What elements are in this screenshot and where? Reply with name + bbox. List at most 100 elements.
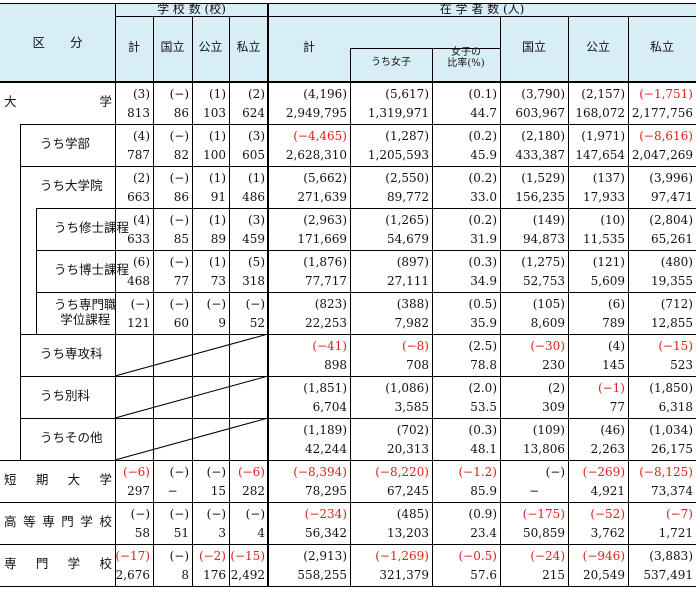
- value-cell: 35.9: [470, 316, 497, 330]
- value-cell: 20,549: [583, 568, 625, 582]
- value-cell: 77: [173, 274, 189, 288]
- row-line: [20, 166, 696, 167]
- row-label: 高等専門学校: [4, 515, 112, 529]
- change-cell: (1): [248, 171, 265, 185]
- value-cell: −: [167, 484, 178, 498]
- change-cell: (897): [396, 255, 429, 269]
- row-label-char: 学: [99, 472, 112, 487]
- change-cell: (−1,269): [375, 549, 429, 563]
- change-cell: (105): [532, 297, 565, 311]
- change-cell: (−): [130, 507, 150, 521]
- change-cell: (0.1): [468, 87, 497, 101]
- change-cell: (3,790): [521, 87, 565, 101]
- value-cell: 309: [542, 400, 565, 414]
- value-cell: 91: [210, 190, 226, 204]
- value-cell: 3: [218, 526, 226, 540]
- value-cell: 663: [127, 190, 150, 204]
- header-bottom-line: [0, 81, 696, 83]
- change-cell: (−): [206, 507, 226, 521]
- value-cell: 1,319,971: [367, 106, 429, 120]
- change-cell: (1,265): [385, 213, 429, 227]
- header-col-line: [153, 16, 154, 82]
- value-cell: 321,379: [379, 568, 429, 582]
- value-cell: 147,654: [575, 148, 625, 162]
- change-cell: (−269): [582, 465, 625, 479]
- header-col-line: [115, 3, 116, 82]
- row-line: [20, 334, 696, 335]
- students-col-header: 国立: [521, 40, 546, 54]
- value-cell: 433,387: [515, 148, 565, 162]
- value-cell: 12,855: [651, 316, 693, 330]
- row-label: うち修士課程: [54, 220, 130, 235]
- value-cell: 2,628,310: [285, 148, 347, 162]
- row-label-char: 校: [99, 514, 112, 529]
- value-cell: 94,873: [523, 232, 565, 246]
- change-cell: (137): [592, 171, 625, 185]
- value-cell: 52,753: [523, 274, 565, 288]
- students-col-header: 公立: [585, 40, 610, 54]
- change-cell: (6): [133, 255, 150, 269]
- value-cell: 77,717: [305, 274, 347, 288]
- change-cell: (−8,220): [375, 465, 429, 479]
- change-cell: (4): [133, 129, 150, 143]
- row-label: 専門学校: [4, 557, 112, 571]
- row-label-char: 高: [4, 514, 17, 529]
- header-sub-split-line: [350, 48, 500, 49]
- value-cell: 537,491: [643, 568, 693, 582]
- change-cell: (2,913): [303, 549, 347, 563]
- change-cell: (−): [130, 297, 150, 311]
- value-cell: 624: [242, 106, 265, 120]
- value-cell: 82: [173, 148, 189, 162]
- row-label-char: 大: [67, 472, 81, 487]
- change-cell: (5,662): [303, 171, 347, 185]
- value-cell: 787: [127, 148, 150, 162]
- change-cell: (1,275): [521, 255, 565, 269]
- row-label: うち博士課程: [54, 262, 130, 277]
- col-line: [115, 82, 116, 586]
- value-cell: 13,806: [523, 442, 565, 456]
- change-cell: (−): [169, 171, 189, 185]
- value-cell: 633: [127, 232, 150, 246]
- value-cell: 45.9: [470, 148, 497, 162]
- schools-col-header: 国立: [160, 40, 185, 54]
- change-cell: (4): [133, 213, 150, 227]
- change-cell: (−15): [230, 549, 265, 563]
- value-cell: 78.8: [470, 358, 497, 372]
- change-cell: (4): [608, 339, 625, 353]
- students-female-header: うち女子: [371, 57, 411, 68]
- col-line: [628, 82, 629, 586]
- value-cell: 73: [210, 274, 226, 288]
- change-cell: (−): [245, 297, 265, 311]
- value-cell: 121: [127, 316, 150, 330]
- change-cell: (−17): [115, 549, 150, 563]
- value-cell: 4,921: [590, 484, 625, 498]
- col-line: [350, 82, 351, 586]
- value-cell: 65,261: [651, 232, 693, 246]
- change-cell: (−): [169, 87, 189, 101]
- value-cell: 17,933: [583, 190, 625, 204]
- row-line: [36, 250, 696, 251]
- col-line: [500, 82, 501, 586]
- row-label: うち別科: [40, 388, 91, 403]
- value-cell: 2,263: [590, 442, 625, 456]
- value-cell: 48.1: [470, 442, 497, 456]
- change-cell: (1,034): [649, 423, 693, 437]
- value-cell: 605: [242, 148, 265, 162]
- change-cell: (3): [248, 129, 265, 143]
- change-cell: (2): [133, 171, 150, 185]
- change-cell: (2,550): [385, 171, 429, 185]
- value-cell: 318: [242, 274, 265, 288]
- change-cell: (1,971): [581, 129, 625, 143]
- value-cell: 2,949,795: [285, 106, 347, 120]
- change-cell: (−7): [665, 507, 693, 521]
- change-cell: (−4,465): [293, 129, 347, 143]
- change-cell: (−6): [237, 465, 265, 479]
- change-cell: (712): [660, 297, 693, 311]
- change-cell: (2.0): [468, 381, 497, 395]
- row-line: [20, 418, 696, 419]
- value-cell: 78,295: [305, 484, 347, 498]
- row-label-char: 学: [67, 556, 81, 571]
- value-cell: 86: [173, 106, 189, 120]
- row-label: うち専門職 学位課程: [54, 297, 117, 327]
